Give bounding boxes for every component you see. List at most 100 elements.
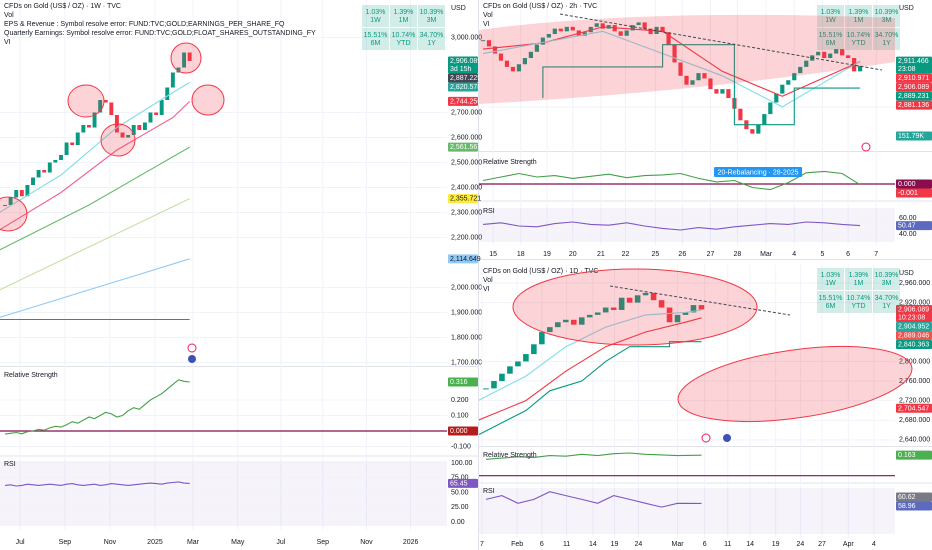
- x-tick-label: 2025: [147, 539, 163, 546]
- candle: [714, 89, 719, 94]
- price-tag: [448, 73, 478, 83]
- performance-value: 1.39%: [394, 9, 414, 16]
- price-tag-label: 2,906.089: [898, 84, 929, 91]
- performance-period: 1Y: [882, 40, 891, 47]
- candle: [8, 197, 13, 205]
- x-tick-label: Feb: [511, 541, 523, 548]
- candle: [47, 162, 52, 173]
- y-tick-label: 0.200: [451, 397, 469, 404]
- highlight-ellipse: [170, 42, 202, 74]
- y-tick-label: 2,300.000: [451, 209, 482, 216]
- price-tag-label: 2,887.225: [450, 75, 481, 82]
- x-tick-label: Mar: [671, 541, 684, 548]
- indicator-line: [479, 309, 702, 401]
- performance-value: 1.39%: [849, 9, 869, 16]
- legend-item: Vol: [483, 277, 493, 284]
- performance-cell: [845, 268, 872, 290]
- candle: [86, 125, 91, 128]
- currency: USD: [899, 270, 914, 277]
- performance-period: 1M: [854, 280, 864, 287]
- performance-cell: [845, 5, 872, 27]
- y-tick-label: 2,400.000: [451, 184, 482, 191]
- legend-item: Vol: [4, 12, 14, 19]
- x-tick-label: 26: [678, 251, 686, 258]
- price-tag-label: 2,910.971: [898, 75, 929, 82]
- x-tick-label: 24: [797, 541, 805, 548]
- performance-cell: [817, 291, 844, 313]
- y-tick-label: 2,920.000: [899, 299, 930, 306]
- performance-value: 10.39%: [875, 9, 899, 16]
- candle: [610, 307, 617, 310]
- performance-value: 15.51%: [819, 295, 843, 302]
- candle: [624, 30, 629, 36]
- candle: [98, 100, 103, 113]
- performance-period: 6M: [826, 303, 836, 310]
- countdown: 3d 15h: [450, 66, 472, 73]
- highlight-ellipse: [677, 346, 913, 422]
- candle: [804, 60, 809, 67]
- performance-cell: [873, 28, 900, 50]
- x-tick-label: May: [231, 539, 245, 546]
- event-icon[interactable]: [187, 343, 197, 353]
- candle: [834, 49, 839, 54]
- y-tick-label: 2,760.000: [899, 378, 930, 385]
- candle: [562, 319, 569, 323]
- performance-value: 10.39%: [875, 272, 899, 279]
- price-tag: [896, 403, 932, 413]
- highlight-ellipse: [0, 196, 28, 232]
- candle: [720, 89, 725, 94]
- price-tag: [448, 142, 478, 152]
- candle: [642, 292, 649, 296]
- rsi-line: [485, 491, 702, 508]
- price-layer: [479, 282, 895, 441]
- candle: [540, 37, 545, 45]
- candle: [660, 26, 665, 33]
- y-tick-label: 2,680.000: [899, 417, 930, 424]
- candle: [698, 305, 705, 310]
- rs-line: [485, 452, 702, 460]
- candle: [816, 51, 821, 56]
- price-tag-label: 2,889.231: [898, 93, 929, 100]
- candle: [14, 190, 19, 198]
- x-tick-label: 21: [597, 251, 605, 258]
- legend-item: Vol: [483, 12, 493, 19]
- event-icon[interactable]: [861, 142, 871, 152]
- x-tick-label: 27: [707, 251, 715, 258]
- price-tag-label: -0.001: [898, 190, 918, 197]
- price-tag-label: 58.96: [898, 503, 916, 510]
- candle: [578, 317, 585, 325]
- candle: [696, 73, 701, 81]
- candle: [552, 28, 557, 34]
- candle: [510, 66, 516, 72]
- currency: USD: [899, 5, 914, 12]
- y-tick-label: 2,960.000: [899, 280, 930, 287]
- candle: [636, 22, 641, 26]
- x-tick-label: 15: [489, 251, 497, 258]
- rs-line: [482, 170, 861, 191]
- candle: [682, 312, 689, 315]
- price-tag-label: 2,355.721: [450, 196, 481, 203]
- performance-cell: [845, 28, 872, 50]
- price-tag-label: 0.163: [898, 452, 916, 459]
- flag-icon[interactable]: [188, 355, 196, 363]
- event-icon[interactable]: [701, 433, 711, 443]
- x-tick-label: 19: [543, 251, 551, 258]
- price-tag: [448, 426, 478, 436]
- performance-value: 10.39%: [420, 9, 444, 16]
- performance-cell: [873, 5, 900, 27]
- x-tick-label: 14: [746, 541, 754, 548]
- x-tick-label: Apr: [843, 541, 855, 548]
- rs-line: [4, 379, 190, 435]
- price-tag: [896, 82, 932, 92]
- candle: [492, 46, 498, 54]
- rs-title: Relative Strength: [4, 372, 58, 379]
- performance-value: 10.74%: [847, 32, 871, 39]
- x-tick-label: Mar: [760, 251, 773, 258]
- price-tag: [896, 339, 932, 349]
- y-tick-label: -0.100: [451, 443, 471, 450]
- performance-value: 1.03%: [821, 9, 841, 16]
- x-tick-label: 5: [820, 251, 824, 258]
- x-tick-label: 6: [703, 541, 707, 548]
- flag-icon[interactable]: [723, 434, 731, 442]
- x-tick-label: 4: [792, 251, 796, 258]
